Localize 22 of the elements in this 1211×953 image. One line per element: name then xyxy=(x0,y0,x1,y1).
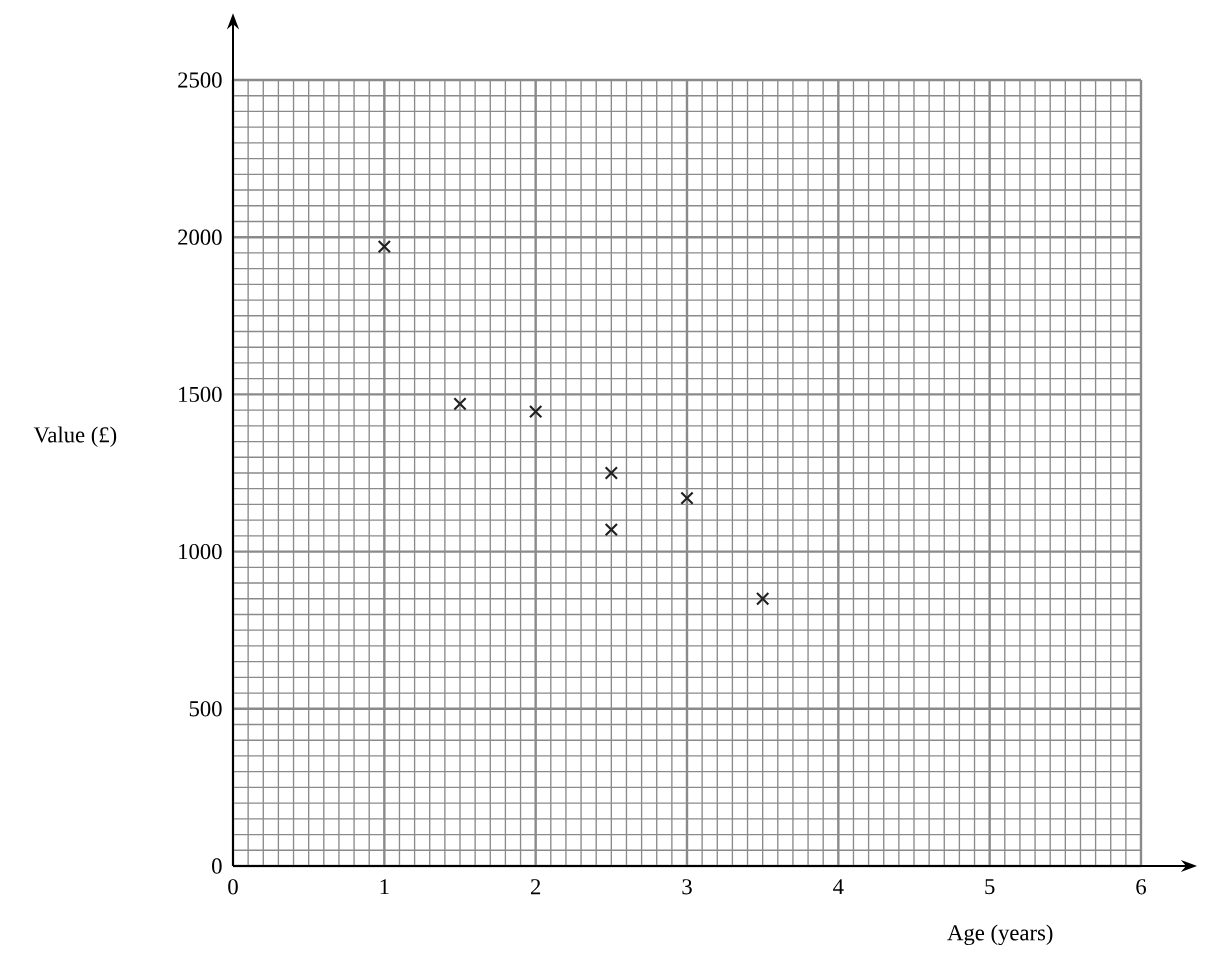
x-tick-label: 1 xyxy=(380,879,389,895)
point xyxy=(604,522,619,537)
point xyxy=(528,404,543,419)
y-axis-title: Value (£) xyxy=(33,426,117,448)
x-tick-label: 6 xyxy=(1136,879,1146,895)
point xyxy=(680,491,694,505)
point xyxy=(755,592,770,606)
y-tick-label: 2000 xyxy=(178,229,222,245)
y-tick-label: 500 xyxy=(189,701,222,717)
y-tick-label: 0 xyxy=(212,858,222,874)
x-tick-label: 5 xyxy=(985,879,995,895)
point xyxy=(604,466,619,480)
point xyxy=(453,397,467,411)
x-axis-title: Age (years) xyxy=(947,924,1053,946)
y-tick-label: 1500 xyxy=(179,386,222,403)
x-tick-label: 2 xyxy=(531,879,541,895)
x-tick-label: 0 xyxy=(228,879,238,895)
x-tick-label: 3 xyxy=(682,879,692,895)
point xyxy=(377,239,392,254)
x-tick-label: 4 xyxy=(833,879,844,895)
y-tick-label: 2500 xyxy=(178,72,222,88)
y-tick-label: 1000 xyxy=(179,543,222,560)
